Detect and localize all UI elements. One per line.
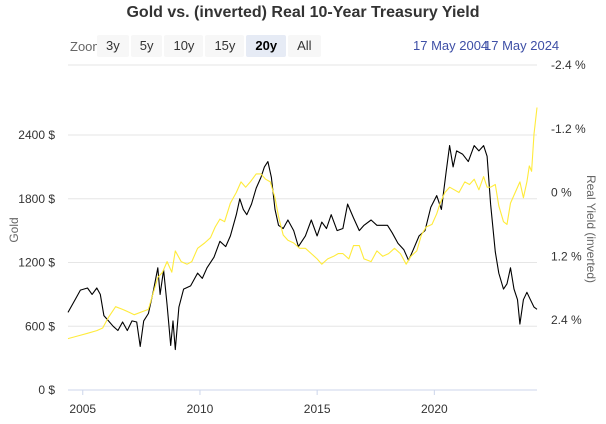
zoom-15y-button[interactable]: 15y (205, 35, 245, 57)
right-tick-label: -2.4 % (551, 58, 586, 72)
left-tick-label: 0 $ (38, 383, 55, 397)
zoom-10y-button[interactable]: 10y (164, 35, 204, 57)
left-axis-title: Gold (7, 217, 21, 242)
zoom-3y-button[interactable]: 3y (97, 35, 129, 57)
series-group (67, 107, 538, 351)
right-tick-label: 1.2 % (551, 249, 582, 263)
right-tick-label: -1.2 % (551, 122, 586, 136)
range-from-date[interactable]: 17 May 2004 (413, 38, 489, 53)
x-tick-label: 2010 (187, 402, 214, 416)
x-axis-labels: 2005 2010 2015 2020 (69, 390, 448, 416)
x-tick-label: 2005 (69, 402, 96, 416)
right-tick-label: 0 % (551, 186, 572, 200)
zoom-label: Zoom (70, 39, 104, 54)
left-tick-label: 2400 $ (18, 128, 55, 142)
gold-series-line (67, 145, 538, 351)
real-yield-series-line (67, 107, 538, 340)
x-tick-label: 2015 (304, 402, 331, 416)
zoom-5y-button[interactable]: 5y (130, 35, 163, 57)
right-axis-title: Real Yield (inverted) (584, 175, 598, 283)
chart-title: Gold vs. (inverted) Real 10-Year Treasur… (126, 4, 480, 21)
left-axis-labels: 0 $ 600 $ 1200 $ 1800 $ 2400 $ (18, 128, 55, 397)
range-to-date[interactable]: 17 May 2024 (484, 38, 560, 53)
right-axis-labels: -2.4 % -1.2 % 0 % 1.2 % 2.4 % (551, 58, 586, 327)
zoom-20y-button[interactable]: 20y (246, 35, 287, 57)
left-tick-label: 600 $ (25, 319, 55, 333)
zoom-button-group: 3y 5y 10y 15y 20y All (97, 35, 323, 57)
right-tick-label: 2.4 % (551, 313, 582, 327)
x-tick-label: 2020 (421, 402, 448, 416)
zoom-all-button[interactable]: All (288, 35, 321, 57)
left-tick-label: 1800 $ (18, 192, 55, 206)
gridlines (68, 64, 537, 327)
left-tick-label: 1200 $ (18, 256, 55, 270)
